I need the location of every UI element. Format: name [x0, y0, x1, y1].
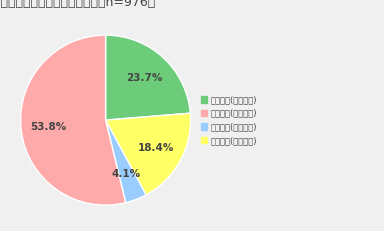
- Wedge shape: [106, 35, 190, 120]
- Text: 4.1%: 4.1%: [112, 169, 141, 179]
- Text: 23.7%: 23.7%: [127, 73, 163, 83]
- Wedge shape: [106, 113, 190, 195]
- Wedge shape: [21, 35, 126, 205]
- Text: テレワークへの関心と経験について（n=976）: テレワークへの関心と経験について（n=976）: [0, 0, 156, 9]
- Legend: 興味あり(経験あり), 興味あり(経験なし), 興味なし(経験あり), 興味なし(経験なし): 興味あり(経験あり), 興味あり(経験なし), 興味なし(経験あり), 興味なし…: [199, 94, 259, 147]
- Text: 53.8%: 53.8%: [30, 122, 66, 132]
- Wedge shape: [106, 120, 146, 203]
- Text: 18.4%: 18.4%: [138, 143, 175, 153]
